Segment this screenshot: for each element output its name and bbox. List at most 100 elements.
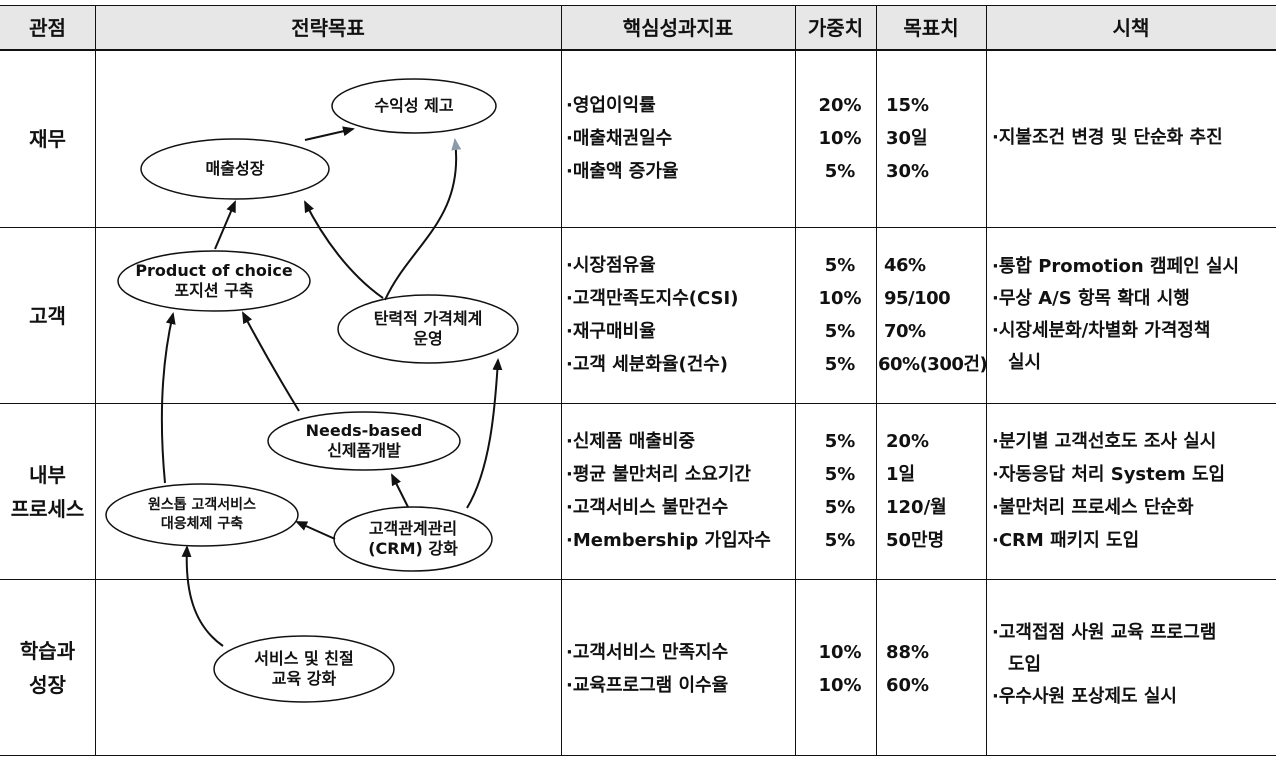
customer-weight-list: 5% 10% 5% 5% <box>814 249 866 381</box>
learning-initiative-item: 도입 <box>1008 654 1042 675</box>
finance-kpi-item: ·매출액 증가율 <box>566 161 679 182</box>
customer-weight-item: 5% <box>824 321 856 342</box>
grid-col-2 <box>561 5 562 755</box>
perspective-finance-label: 재무 <box>29 126 66 151</box>
internal-weight-list: 5% 5% 5% 5% <box>814 425 866 557</box>
objective-service-edu-line1: 서비스 및 친절 <box>254 649 354 668</box>
header-kpi: 핵심성과지표 <box>622 15 734 40</box>
perspective-learning-line2: 성장 <box>29 672 66 697</box>
arrow-onestop-to-product <box>160 312 176 484</box>
customer-initiative-item: 실시 <box>1008 352 1042 373</box>
customer-weight-item: 5% <box>824 354 856 375</box>
objective-one-stop-shape <box>105 483 299 547</box>
customer-target-item: 70% <box>884 321 926 342</box>
finance-target-list: 15% 30일 30% <box>886 89 929 188</box>
header-initiatives: 시책 <box>1112 15 1150 40</box>
grid-col-3 <box>795 5 796 755</box>
grid-line-row3 <box>0 579 1276 580</box>
finance-initiative-list: ·지불조건 변경 및 단순화 추진 <box>992 122 1276 154</box>
finance-target-item: 30일 <box>886 128 928 149</box>
perspective-internal-line1: 내부 <box>29 462 66 487</box>
header-target: 목표치 <box>903 15 959 40</box>
customer-target-list: 46% 95/100 70% 60%(300건) <box>878 249 988 381</box>
perspective-learning-line1: 학습과 <box>19 638 76 663</box>
internal-kpi-item: ·신제품 매출비중 <box>566 431 696 452</box>
finance-weight-item: 20% <box>818 95 862 116</box>
internal-weight-item: 5% <box>824 530 856 551</box>
learning-kpi-item: ·교육프로그램 이수율 <box>566 675 729 696</box>
finance-target-item: 30% <box>886 161 930 182</box>
internal-initiative-item: ·자동응답 처리 System 도입 <box>992 464 1226 485</box>
objective-sales-growth-shape <box>140 138 330 200</box>
finance-weight-item: 5% <box>824 161 856 182</box>
objective-flexible-pricing-shape <box>337 294 519 364</box>
customer-kpi-list: ·시장점유율 ·고객만족도지수(CSI) ·재구매비율 ·고객 세분화율(건수) <box>566 249 738 381</box>
objective-product-choice-line2: 포지션 구축 <box>174 281 254 300</box>
objective-one-stop: 원스톱 고객서비스 대응체제 구축 <box>106 495 298 535</box>
perspective-internal: 내부 프로세스 <box>0 404 95 579</box>
internal-weight-item: 5% <box>824 464 856 485</box>
finance-weight-item: 10% <box>818 128 862 149</box>
strategy-map <box>105 78 519 703</box>
internal-kpi-item: ·평균 불만처리 소요기간 <box>566 464 751 485</box>
customer-weight-item: 5% <box>824 255 856 276</box>
perspective-customer: 고객 <box>0 228 95 403</box>
perspective-learning: 학습과 성장 <box>0 580 95 755</box>
internal-initiative-list: ·분기별 고객선호도 조사 실시 ·자동응답 처리 System 도입 ·불만처… <box>992 425 1276 557</box>
customer-initiative-item: ·통합 Promotion 캠페인 실시 <box>992 256 1240 277</box>
internal-target-item: 1일 <box>886 464 916 485</box>
learning-target-list: 88% 60% <box>886 636 929 702</box>
internal-kpi-list: ·신제품 매출비중 ·평균 불만처리 소요기간 ·고객서비스 불만건수 ·Mem… <box>566 425 794 557</box>
finance-initiative-item: ·지불조건 변경 및 단순화 추진 <box>992 127 1223 148</box>
learning-kpi-list: ·고객서비스 만족지수 ·교육프로그램 이수율 <box>566 636 728 702</box>
objective-sales-growth: 매출성장 <box>141 156 329 182</box>
grid-col-4 <box>876 5 877 755</box>
learning-initiative-list: ·고객접점 사원 교육 프로그램 도입 ·우수사원 포상제도 실시 <box>992 617 1276 713</box>
objective-flexible-pricing: 탄력적 가격체계 운영 <box>338 309 518 349</box>
header-weight: 가중치 <box>807 15 864 40</box>
grid-col-1 <box>95 5 96 755</box>
objective-crm: 고객관계관리 (CRM) 강화 <box>334 519 492 559</box>
grid-line-bottom <box>0 755 1276 756</box>
objective-product-choice-line1: Product of choice <box>135 261 293 280</box>
internal-kpi-item: ·Membership 가입자수 <box>566 530 771 551</box>
arrow-pricing-to-profit <box>384 138 462 301</box>
objective-needs-based-line2: 신제품개발 <box>327 441 401 460</box>
finance-weight-list: 20% 10% 5% <box>814 89 866 188</box>
finance-kpi-list: ·영업이익률 ·매출채권일수 ·매출액 증가율 <box>566 89 678 188</box>
internal-target-item: 50만명 <box>886 530 945 551</box>
objective-service-edu: 서비스 및 친절 교육 강화 <box>214 649 394 689</box>
objective-one-stop-line2: 대응체제 구축 <box>160 516 244 532</box>
internal-weight-item: 5% <box>824 497 856 518</box>
objective-product-choice: Product of choice 포지션 구축 <box>118 261 310 301</box>
arrow-crm-to-pricing <box>466 358 503 509</box>
finance-kpi-item: ·영업이익률 <box>566 95 656 116</box>
customer-initiative-list: ·통합 Promotion 캠페인 실시 ·무상 A/S 항목 확대 시행 ·시… <box>992 251 1276 379</box>
internal-kpi-item: ·고객서비스 불만건수 <box>566 497 729 518</box>
learning-initiative-item: ·우수사원 포상제도 실시 <box>992 686 1177 707</box>
objective-profitability-shape <box>331 78 497 134</box>
objective-profitability: 수익성 제고 <box>332 93 496 119</box>
grid-line-row2 <box>0 403 1276 404</box>
grid-line-row1 <box>0 227 1276 228</box>
grid-line-top <box>0 5 1276 6</box>
finance-target-item: 15% <box>886 95 930 116</box>
grid-line-header <box>0 49 1276 51</box>
objective-service-edu-shape <box>213 635 395 703</box>
customer-kpi-item: ·시장점유율 <box>566 255 656 276</box>
header-perspective: 관점 <box>29 15 66 40</box>
learning-target-item: 60% <box>886 675 930 696</box>
header-background <box>0 5 1276 50</box>
learning-weight-list: 10% 10% <box>814 636 866 702</box>
objective-needs-based: Needs-based 신제품개발 <box>268 421 460 461</box>
internal-initiative-item: ·분기별 고객선호도 조사 실시 <box>992 431 1217 452</box>
objective-one-stop-line1: 원스톱 고객서비스 <box>148 497 256 513</box>
perspective-customer-label: 고객 <box>29 303 66 328</box>
objective-product-choice-shape <box>117 250 311 312</box>
internal-target-list: 20% 1일 120/월 50만명 <box>886 425 947 557</box>
perspective-finance: 재무 <box>0 50 95 227</box>
arrow-crm-to-needs <box>391 473 409 508</box>
objective-needs-based-line1: Needs-based <box>305 421 423 440</box>
objective-flexible-pricing-line1: 탄력적 가격체계 <box>373 309 483 328</box>
